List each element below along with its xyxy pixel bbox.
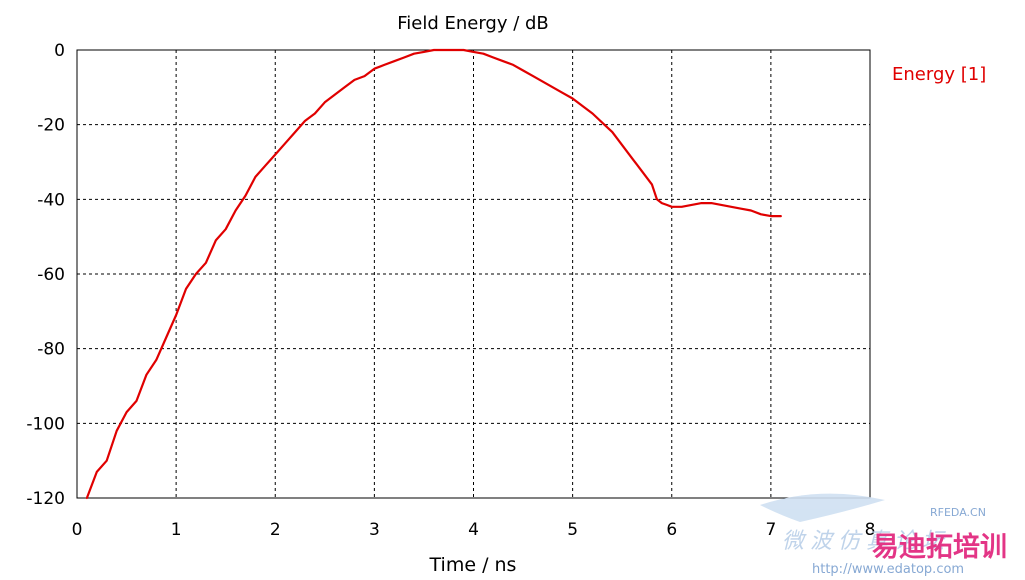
y-tick-label: -80	[37, 340, 65, 360]
x-tick-label: 7	[765, 520, 776, 540]
watermark-site-tag: RFEDA.CN	[930, 506, 986, 519]
plot-frame	[76, 49, 871, 499]
x-tick-label: 2	[270, 520, 281, 540]
y-tick-labels: 0 -20 -40 -60 -80 -100 -120	[26, 41, 65, 509]
series-line-0	[85, 48, 782, 500]
y-tick-label: -60	[37, 265, 65, 285]
series-layer	[85, 48, 782, 500]
x-tick-label: 1	[171, 520, 182, 540]
x-tick-label: 8	[865, 520, 876, 540]
x-tick-label: 4	[468, 520, 479, 540]
watermark-site-cn: 微波仿真论坛	[782, 529, 950, 554]
x-tick-label: 0	[72, 520, 83, 540]
legend-entry-energy[interactable]: Energy [1]	[892, 64, 986, 85]
x-tick-labels: 0 1 2 3 4 5 6 7 8	[72, 520, 876, 540]
x-tick-label: 5	[567, 520, 578, 540]
y-tick-label: -20	[37, 116, 65, 136]
grid-lines	[77, 50, 870, 498]
watermark-brand-cn: 易迪拓培训	[872, 532, 1007, 563]
x-tick-label: 3	[369, 520, 380, 540]
watermark-wing-icon	[760, 493, 885, 522]
y-tick-label: 0	[54, 41, 65, 61]
y-tick-label: -40	[37, 190, 65, 210]
x-axis-label: Time / ns	[429, 554, 517, 576]
watermark-url: http://www.edatop.com	[812, 562, 964, 577]
x-tick-label: 6	[666, 520, 677, 540]
y-tick-label: -100	[26, 414, 65, 434]
watermark-logo: RFEDA.CN 微波仿真论坛 易迪拓培训 http://www.edatop.…	[760, 493, 1007, 577]
y-tick-label: -120	[26, 489, 65, 509]
chart-title: Field Energy / dB	[397, 13, 549, 34]
